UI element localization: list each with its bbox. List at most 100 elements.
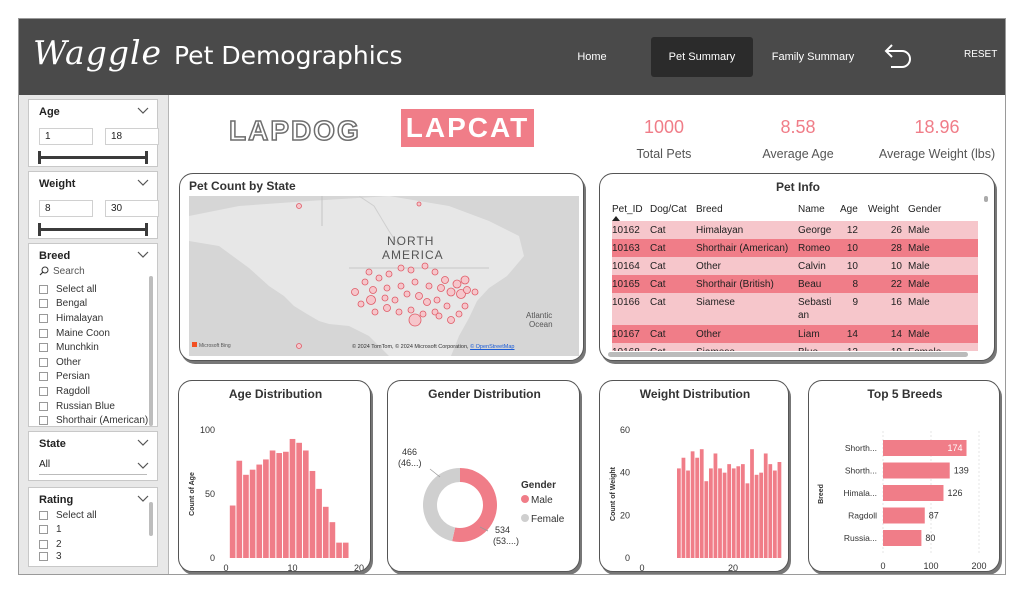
histogram-bar[interactable] [229, 505, 236, 558]
map-bubble[interactable] [351, 288, 359, 296]
histogram-bar[interactable] [269, 450, 276, 558]
map-bubble[interactable] [446, 287, 456, 297]
map-bubble[interactable] [371, 308, 379, 316]
age-min-handle[interactable] [38, 151, 41, 164]
histogram-bar[interactable] [708, 468, 713, 558]
map-bubble[interactable] [425, 282, 433, 290]
nav-family-summary[interactable]: Family Summary [771, 51, 855, 63]
table-row[interactable]: 10164 Cat Other Calvin 10 10 Male [612, 257, 978, 275]
histogram-bar[interactable] [677, 468, 681, 558]
checkbox[interactable] [39, 299, 48, 309]
histogram-bar[interactable] [289, 438, 296, 558]
histogram-bar[interactable] [316, 488, 322, 558]
map-bubble[interactable] [403, 290, 411, 298]
map-bubble[interactable] [455, 310, 463, 318]
histogram-bar[interactable] [690, 451, 695, 558]
table-row[interactable]: 10163 Cat Shorthair (American) Romeo 10 28 Mal… [612, 239, 978, 257]
breed-option[interactable]: Russian Blue [39, 399, 147, 414]
map-bubble[interactable] [463, 286, 471, 294]
map-bubble[interactable] [460, 275, 470, 285]
nav-home[interactable]: Home [577, 51, 607, 63]
table-row[interactable]: 10166 Cat Siamese Sebasti an 9 16 Male [612, 293, 978, 325]
histogram-bar[interactable] [236, 460, 243, 558]
map-visual[interactable]: NORTH AMERICA Atlantic Ocean Microsoft B… [189, 196, 579, 356]
weight-histogram[interactable]: 0204060020WeightCount of Weight [600, 381, 789, 572]
map-bubble[interactable] [381, 294, 389, 302]
donut-slice-male[interactable] [452, 468, 498, 542]
checkbox[interactable] [39, 525, 48, 535]
table-row[interactable]: 10165 Cat Shorthair (British) Beau 8 22 Male [612, 275, 978, 293]
histogram-bar[interactable] [695, 457, 700, 558]
breed-option[interactable]: Select all [39, 282, 147, 297]
openstreetmap-link[interactable]: © OpenStreetMap [470, 344, 515, 350]
map-bubble[interactable] [365, 268, 373, 276]
chevron-down-icon[interactable] [137, 177, 149, 187]
histogram-bar[interactable] [296, 442, 302, 558]
map-bubble[interactable] [441, 276, 449, 284]
map-bubble[interactable] [391, 296, 399, 304]
checkbox[interactable] [39, 313, 48, 323]
breed-scrollbar[interactable] [149, 276, 153, 426]
table-row[interactable]: 10167 Cat Other Liam 14 14 Male [612, 325, 978, 343]
col-header-dog-cat[interactable]: Dog/Cat [650, 204, 687, 215]
map-bubble[interactable] [369, 286, 377, 294]
nav-pet-summary[interactable]: Pet Summary [651, 37, 753, 77]
breed-option[interactable]: Munchkin [39, 340, 147, 355]
state-dropdown-value[interactable]: All [39, 459, 51, 470]
map-bubble[interactable] [471, 288, 479, 296]
table-row[interactable]: 10168 Cat Siamese Blue 12 19 Female [612, 343, 978, 351]
checkbox[interactable] [39, 552, 48, 562]
col-header-name[interactable]: Name [798, 204, 825, 215]
chevron-down-icon[interactable] [137, 105, 149, 115]
col-header-pet-id[interactable]: Pet_ID [612, 204, 643, 215]
col-header-weight[interactable]: Weight [868, 204, 899, 215]
map-bubble[interactable] [357, 300, 365, 308]
histogram-bar[interactable] [263, 459, 269, 558]
histogram-bar[interactable] [759, 472, 764, 558]
checkbox[interactable] [39, 539, 48, 549]
map-bubble[interactable] [419, 310, 427, 318]
breed-bar[interactable] [883, 485, 944, 501]
map-bubble[interactable] [443, 302, 451, 310]
checkbox[interactable] [39, 401, 48, 411]
histogram-bar[interactable] [704, 481, 709, 558]
histogram-bar[interactable] [718, 468, 722, 558]
histogram-bar[interactable] [322, 506, 329, 558]
chevron-down-icon[interactable] [137, 249, 149, 259]
histogram-bar[interactable] [686, 470, 690, 558]
weight-min-handle[interactable] [38, 223, 41, 236]
histogram-bar[interactable] [768, 464, 773, 558]
map-bubble[interactable] [366, 295, 376, 305]
breed-option[interactable]: Ragdoll [39, 384, 147, 399]
breed-bar[interactable] [883, 462, 950, 479]
rating-scrollbar[interactable] [149, 502, 153, 536]
weight-min-input[interactable]: 8 [39, 200, 93, 217]
checkbox[interactable] [39, 343, 48, 353]
checkbox[interactable] [39, 510, 48, 520]
map-bubble[interactable] [385, 270, 393, 278]
table-horizontal-scrollbar[interactable] [608, 352, 968, 357]
histogram-bar[interactable] [763, 453, 768, 558]
map-bubble[interactable] [437, 284, 445, 292]
histogram-bar[interactable] [740, 464, 745, 558]
age-max-input[interactable]: 18 [105, 128, 159, 145]
checkbox[interactable] [39, 284, 48, 294]
chevron-down-icon[interactable] [137, 460, 149, 470]
map-bubble[interactable] [408, 313, 422, 327]
histogram-bar[interactable] [256, 464, 263, 558]
map-bubble[interactable] [435, 312, 443, 320]
map-bubble[interactable] [407, 266, 415, 274]
donut-slice-female[interactable] [423, 468, 460, 542]
top-breeds-bar-chart[interactable]: 0 100 200 Shorth... 174 Shorth... 139 Himala...… [809, 381, 1000, 572]
histogram-bar[interactable] [329, 522, 336, 558]
breed-option[interactable]: Maine Coon [39, 326, 147, 341]
breed-option[interactable]: Shorthair (American) [39, 413, 148, 428]
chevron-down-icon[interactable] [137, 437, 149, 447]
histogram-bar[interactable] [249, 469, 256, 558]
map-bubble[interactable] [395, 308, 403, 316]
legend-female[interactable]: Female [521, 514, 564, 525]
histogram-bar[interactable] [302, 450, 309, 558]
histogram-bar[interactable] [750, 449, 754, 558]
age-min-input[interactable]: 1 [39, 128, 93, 145]
map-bubble[interactable] [296, 203, 302, 209]
